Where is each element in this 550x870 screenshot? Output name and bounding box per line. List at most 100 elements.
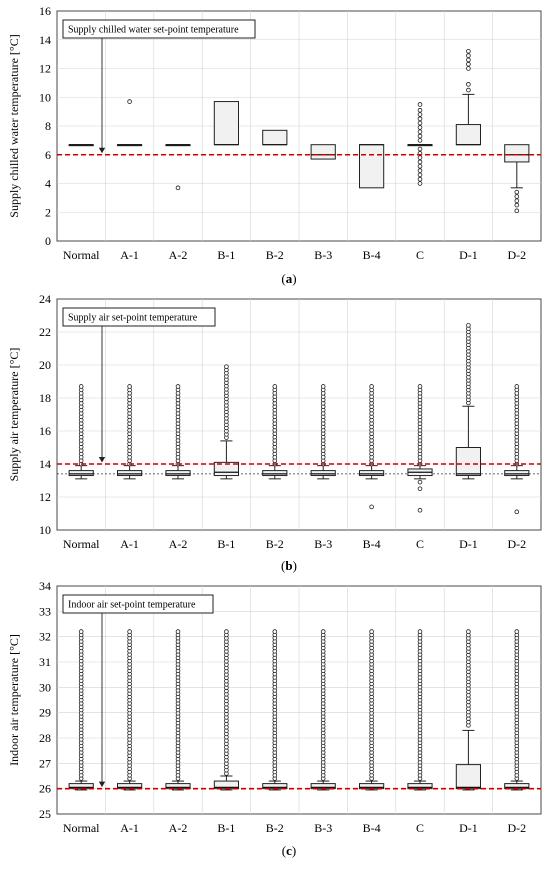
outlier-point	[417, 112, 423, 117]
y-tick-label: 33	[39, 604, 51, 618]
box-D-1	[455, 323, 481, 480]
outlier-point	[320, 629, 326, 634]
box-iqr	[504, 470, 530, 477]
x-tick-label: D-1	[459, 248, 478, 262]
outlier-point	[369, 504, 374, 510]
y-tick-label: 4	[45, 177, 51, 191]
outlier-point	[417, 163, 423, 169]
annotation-box	[62, 307, 216, 327]
x-tick-label: A-1	[120, 821, 139, 835]
outlier-point	[466, 66, 471, 71]
y-tick-label: 14	[39, 33, 51, 47]
outlier-point	[514, 509, 520, 515]
box-Normal	[68, 144, 94, 147]
x-tick-label: C	[416, 821, 424, 835]
annotation-box	[62, 19, 256, 39]
outlier-point	[417, 181, 423, 186]
box-iqr	[262, 129, 288, 146]
y-tick-label: 2	[45, 205, 51, 219]
box-B-3	[310, 384, 336, 480]
box-Normal	[68, 629, 94, 791]
annotation-text: Supply air set-point temperature	[68, 313, 198, 324]
box-D-2	[504, 144, 530, 214]
annotation-text: Indoor air set-point temperature	[68, 600, 196, 611]
box-B-3	[310, 144, 336, 160]
box-iqr	[455, 124, 481, 146]
box-B-2	[262, 384, 288, 480]
x-tick-label: B-2	[266, 248, 284, 262]
x-tick-label: A-2	[169, 537, 188, 551]
outlier-point	[127, 629, 132, 634]
outlier-point	[417, 138, 423, 143]
outlier-point	[417, 102, 423, 107]
x-tick-label: B-1	[217, 248, 235, 262]
x-tick-label: B-2	[266, 537, 284, 551]
x-tick-label: B-3	[314, 248, 332, 262]
box-D-2	[504, 384, 530, 515]
panel-caption: (c)	[282, 843, 296, 858]
box-A-2	[165, 629, 191, 791]
outlier-point	[466, 82, 471, 87]
x-tick-label: B-4	[363, 821, 381, 835]
box-iqr	[455, 764, 481, 790]
outlier-point	[514, 194, 520, 199]
box-B-4	[359, 629, 385, 791]
x-tick-label: Normal	[63, 248, 100, 262]
box-A-2	[165, 144, 191, 191]
outlier-point	[466, 323, 471, 328]
annotation-arrowhead	[98, 457, 106, 463]
outlier-point	[417, 159, 423, 165]
x-tick-label: Normal	[63, 537, 100, 551]
outlier-point	[272, 384, 278, 389]
x-tick-label: B-4	[363, 537, 381, 551]
y-axis-label: Supply chilled water temperature [°C]	[7, 34, 21, 217]
box-iqr	[359, 470, 385, 477]
outlier-point	[272, 629, 278, 634]
outlier-point	[417, 629, 423, 634]
panel-caption: (b)	[281, 558, 297, 573]
x-tick-label: D-1	[459, 537, 478, 551]
outlier-point	[369, 384, 374, 389]
box-iqr	[262, 470, 288, 477]
y-tick-label: 32	[39, 630, 51, 644]
box-iqr	[455, 447, 481, 477]
box-C	[407, 384, 433, 513]
outlier-point	[417, 107, 423, 113]
outlier-point	[417, 125, 423, 130]
y-tick-label: 18	[39, 391, 51, 405]
box-D-1	[455, 48, 481, 146]
x-tick-label: B-4	[363, 248, 381, 262]
x-tick-label: A-2	[169, 248, 188, 262]
y-tick-label: 24	[39, 292, 51, 306]
outlier-point	[514, 202, 520, 208]
outlier-point	[417, 172, 423, 178]
y-tick-label: 34	[39, 579, 51, 593]
y-tick-label: 29	[39, 706, 51, 720]
outlier-point	[224, 629, 229, 634]
y-tick-label: 25	[39, 807, 51, 821]
outlier-point	[514, 198, 520, 204]
box-iqr	[68, 470, 94, 477]
x-tick-label: A-2	[169, 821, 188, 835]
outlier-point	[417, 479, 423, 485]
box-iqr	[359, 144, 385, 189]
x-tick-label: C	[416, 248, 424, 262]
x-tick-label: B-3	[314, 821, 332, 835]
box-B-1	[213, 101, 240, 146]
outlier-point	[466, 57, 471, 63]
box-A-1	[117, 629, 143, 791]
outlier-point	[514, 208, 520, 214]
y-axis-label: Indoor air temperature [°C]	[7, 634, 21, 766]
outlier-point	[417, 146, 423, 152]
box-D-1	[455, 629, 481, 791]
annotation-arrowhead	[98, 781, 106, 788]
outlier-point	[417, 168, 423, 173]
panel-caption: (a)	[281, 271, 296, 286]
outlier-point	[417, 116, 423, 122]
outlier-point	[417, 133, 423, 139]
y-tick-label: 12	[39, 490, 51, 504]
box-iqr	[213, 101, 240, 146]
x-tick-label: D-2	[507, 248, 526, 262]
box-A-1	[117, 99, 143, 147]
